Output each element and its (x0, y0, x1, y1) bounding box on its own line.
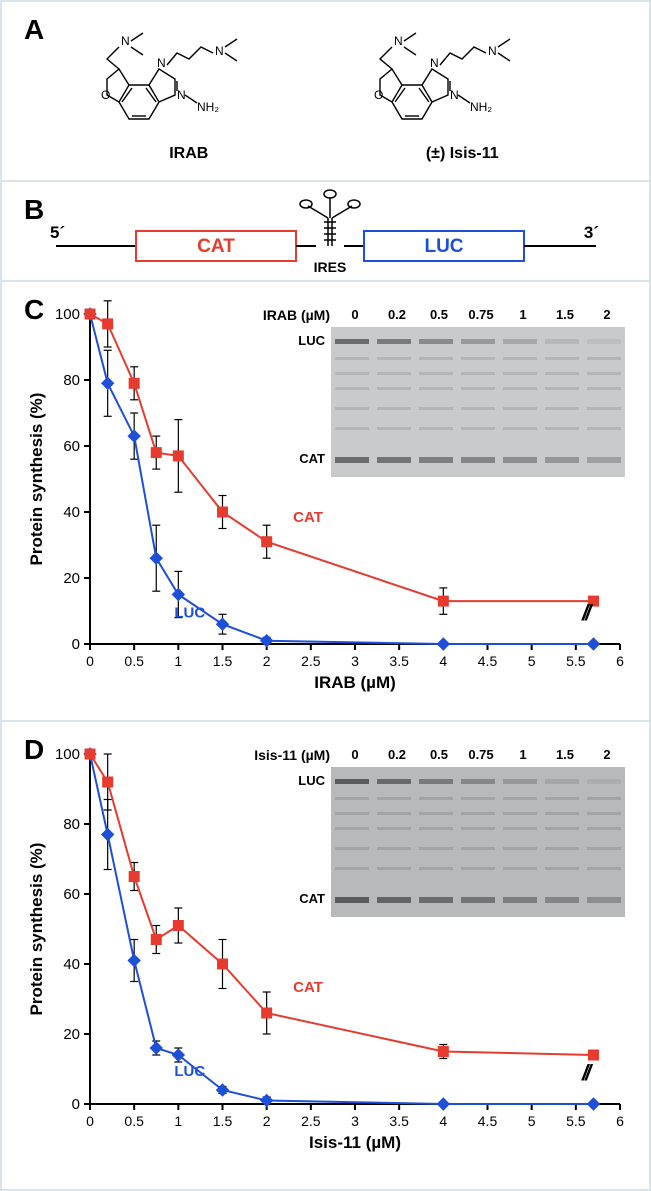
svg-text:0: 0 (86, 653, 94, 669)
svg-text:0.5: 0.5 (124, 653, 144, 669)
svg-text:2: 2 (263, 1113, 271, 1129)
svg-text:N: N (121, 34, 130, 48)
gel-body: LUC CAT (295, 327, 628, 482)
svg-text:2.5: 2.5 (301, 1113, 321, 1129)
bicistronic-diagram: CAT IRES LUC 5´ 3´ (22, 192, 629, 270)
cat-box-label: CAT (197, 236, 235, 257)
svg-text:20: 20 (63, 570, 80, 587)
svg-text:6: 6 (616, 1113, 624, 1129)
svg-text:N: N (430, 56, 439, 70)
luc-box-label: LUC (424, 236, 463, 257)
ires-label: IRES (313, 259, 346, 275)
svg-text:1.5: 1.5 (213, 1113, 233, 1129)
svg-text:5.5: 5.5 (566, 1113, 586, 1129)
svg-text:80: 80 (63, 372, 80, 389)
panel-d: D 02040608010000.511.522.533.544.555.56I… (2, 722, 649, 1182)
svg-text:5: 5 (528, 1113, 536, 1129)
svg-text:1: 1 (174, 653, 182, 669)
isis11-label: (±) Isis-11 (426, 145, 499, 163)
irab-label: IRAB (169, 145, 208, 163)
svg-text:Protein synthesis (%): Protein synthesis (%) (27, 393, 46, 566)
svg-text:0: 0 (86, 1113, 94, 1129)
svg-text:NH₂: NH₂ (197, 100, 219, 114)
svg-text:LUC: LUC (174, 1063, 205, 1080)
svg-text:2: 2 (263, 653, 271, 669)
five-prime-label: 5´ (50, 223, 65, 242)
svg-text:0.5: 0.5 (124, 1113, 144, 1129)
svg-text:Isis-11 (µM): Isis-11 (µM) (309, 1133, 401, 1152)
irab-chemical-structure: O N N N NH₂ N (89, 19, 289, 139)
bicistronic-svg: CAT IRES LUC 5´ 3´ (46, 186, 606, 276)
svg-text:4.5: 4.5 (478, 1113, 498, 1129)
svg-text:60: 60 (63, 886, 80, 903)
svg-text:1: 1 (174, 1113, 182, 1129)
structure-irab: O N N N NH₂ N (89, 19, 289, 163)
svg-text:Protein synthesis (%): Protein synthesis (%) (27, 843, 46, 1016)
gel-concentration-header: IRAB (µM)00.20.50.7511.52 (242, 307, 628, 323)
svg-text:4.5: 4.5 (478, 653, 498, 669)
svg-text:20: 20 (63, 1026, 80, 1043)
svg-text:N: N (215, 44, 224, 58)
panel-a-label: A (24, 14, 44, 46)
svg-text:N: N (177, 88, 186, 102)
svg-text:3: 3 (351, 1113, 359, 1129)
svg-text:0: 0 (72, 636, 80, 653)
panel-c: C 02040608010000.511.522.533.544.555.56I… (2, 282, 649, 722)
structures-container: O N N N NH₂ N (22, 12, 629, 170)
svg-text:3: 3 (351, 653, 359, 669)
svg-text:1.5: 1.5 (213, 653, 233, 669)
svg-text:LUC: LUC (174, 605, 205, 622)
gel-concentration-header: Isis-11 (µM)00.20.50.7511.52 (242, 747, 628, 763)
svg-text:NH₂: NH₂ (470, 100, 492, 114)
svg-text:40: 40 (63, 956, 80, 973)
svg-text:6: 6 (616, 653, 624, 669)
svg-text:CAT: CAT (299, 451, 325, 466)
svg-text:100: 100 (55, 306, 80, 323)
svg-text:3.5: 3.5 (389, 653, 409, 669)
panel-b: B CAT IRES (2, 182, 649, 282)
structure-isis11: O N N N NH₂ N (±) Isis-11 (362, 19, 562, 163)
svg-text:5: 5 (528, 653, 536, 669)
svg-text:IRAB (µM): IRAB (µM) (314, 673, 396, 692)
svg-text:0: 0 (72, 1096, 80, 1113)
chart-c-container: 0 20 40 60 80 100 0 0.5 1 1.5 2 2.5 3 3.5 4 4.5 5 5.5 6 IRA… (2, 282, 649, 720)
svg-text:N: N (394, 34, 403, 48)
gel-body: LUC CAT (295, 767, 628, 922)
gel-c-inset: IRAB (µM)00.20.50.7511.52 LUC CAT (242, 307, 628, 482)
svg-text:CAT: CAT (293, 509, 323, 526)
svg-text:2.5: 2.5 (301, 653, 321, 669)
svg-text:40: 40 (63, 504, 80, 521)
svg-text:N: N (450, 88, 459, 102)
svg-text:60: 60 (63, 438, 80, 455)
axis-break-c: // (582, 600, 588, 626)
svg-text:N: N (488, 44, 497, 58)
axis-break-d: // (582, 1060, 588, 1086)
svg-text:80: 80 (63, 816, 80, 833)
panel-a: A O N (2, 2, 649, 182)
svg-text:4: 4 (439, 1113, 447, 1129)
isis11-chemical-structure: O N N N NH₂ N (362, 19, 562, 139)
gel-d-inset: Isis-11 (µM)00.20.50.7511.52 LUC CAT (242, 747, 628, 922)
svg-text:100: 100 (55, 746, 80, 763)
svg-text:LUC: LUC (298, 333, 325, 348)
svg-text:O: O (374, 88, 383, 102)
svg-text:3.5: 3.5 (389, 1113, 409, 1129)
chart-d-container: 0 20 40 60 80 100 0 0.5 1 1.5 2 2.5 3 3.5 4 4.5 5 5.5 6 Isi… (2, 722, 649, 1182)
svg-text:CAT: CAT (299, 891, 325, 906)
svg-text:LUC: LUC (298, 773, 325, 788)
three-prime-label: 3´ (583, 223, 598, 242)
svg-text:5.5: 5.5 (566, 653, 586, 669)
svg-text:O: O (101, 88, 110, 102)
svg-text:4: 4 (439, 653, 447, 669)
svg-text:CAT: CAT (293, 979, 323, 996)
svg-text:N: N (157, 56, 166, 70)
